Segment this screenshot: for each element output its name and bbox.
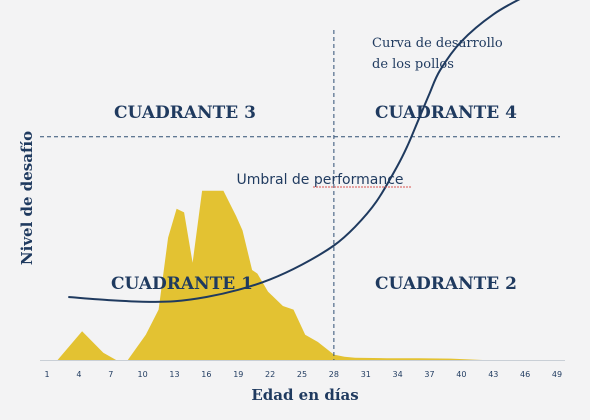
x-tick-label: 28 [329, 370, 339, 379]
development-curve [68, 0, 521, 303]
x-tick-label: 46 [520, 370, 530, 379]
x-tick-label: 43 [488, 370, 498, 379]
x-tick-label: 37 [424, 370, 434, 379]
threshold-label: Umbral de performance [236, 172, 403, 188]
x-tick-label: 22 [265, 370, 275, 379]
x-tick-label: 25 [297, 370, 307, 379]
x-tick-label: 34 [393, 370, 403, 379]
x-tick-label: 19 [233, 370, 243, 379]
y-axis-title: Nivel de desafío [18, 131, 36, 265]
quadrant-1-label: CUADRANTE 1 [111, 274, 253, 294]
x-tick-label: 7 [108, 370, 113, 379]
area-layer [57, 190, 483, 360]
quadrant-2-label: CUADRANTE 2 [375, 274, 517, 294]
x-axis-ticks: 1 4 7 10 13 16 19 22 25 28 31 34 37 40 43 46 49 [44, 370, 562, 379]
x-axis-title: Edad en días [251, 386, 358, 404]
x-tick-label: 4 [76, 370, 81, 379]
x-tick-label: 31 [361, 370, 371, 379]
x-tick-label: 49 [552, 370, 562, 379]
quadrant-3-label: CUADRANTE 3 [114, 103, 256, 123]
x-tick-label: 40 [456, 370, 466, 379]
x-tick-label: 1 [44, 370, 49, 379]
x-tick-label: 10 [138, 370, 148, 379]
area-series [57, 190, 483, 360]
curve-label-line1: Curva de desarrollo [372, 36, 503, 51]
curve-label-line2: de los pollos [372, 57, 454, 72]
quadrant-4-label: CUADRANTE 4 [375, 103, 517, 123]
x-tick-label: 13 [169, 370, 179, 379]
x-tick-label: 16 [201, 370, 211, 379]
